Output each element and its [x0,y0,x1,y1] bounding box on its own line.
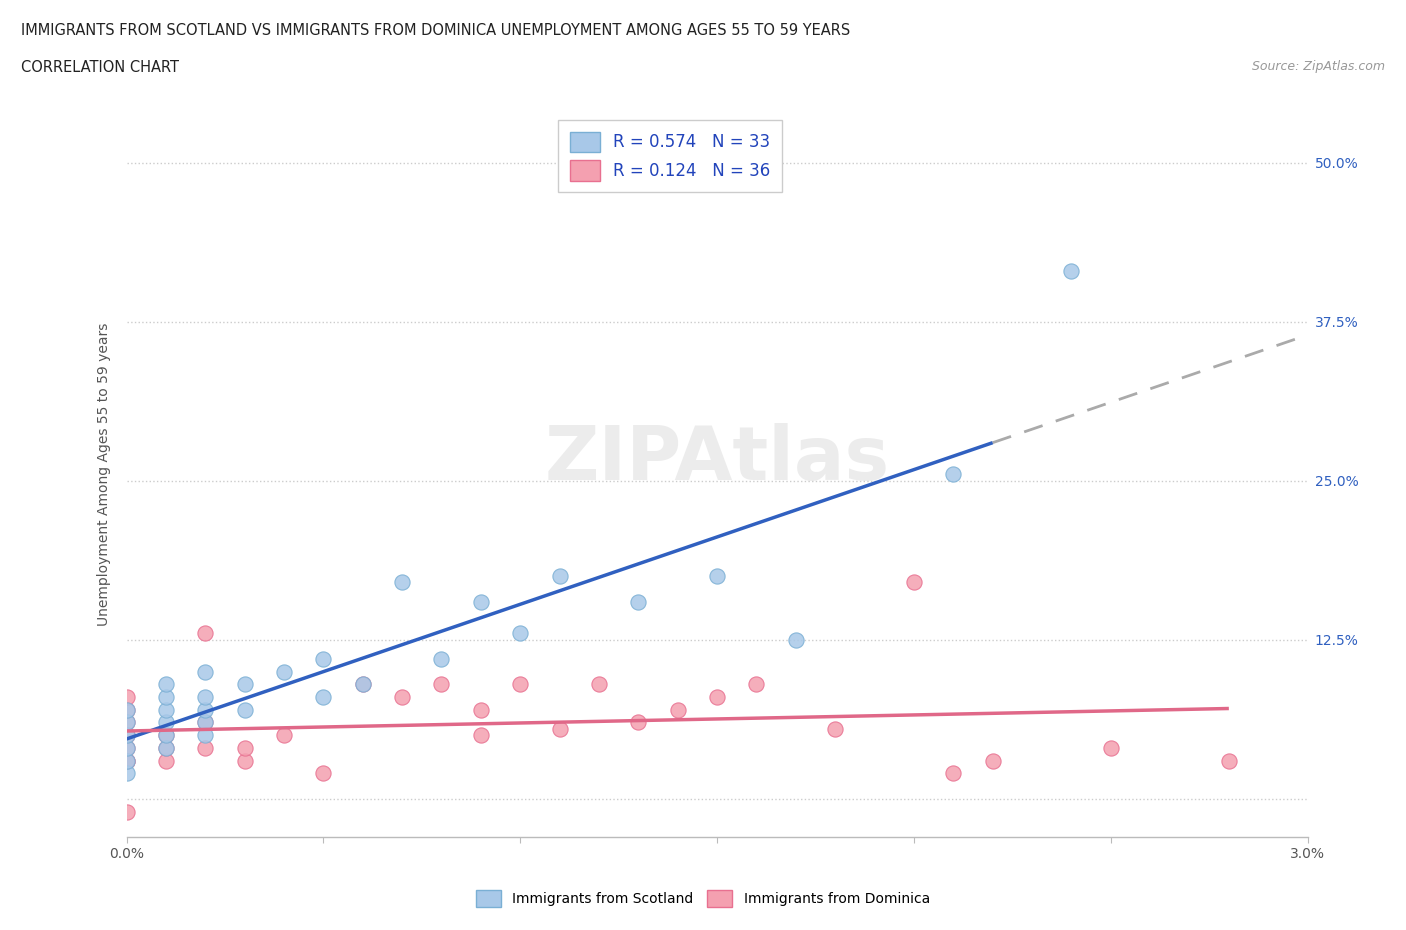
Point [470,702,492,717]
Point [115,689,138,704]
Point [509,626,531,641]
Point [391,689,413,704]
Text: ZIPAtlas: ZIPAtlas [544,423,890,497]
Point [981,753,1004,768]
Point [273,728,295,743]
Legend: Immigrants from Scotland, Immigrants from Dominica: Immigrants from Scotland, Immigrants fro… [470,883,936,914]
Point [391,575,413,590]
Point [155,740,177,755]
Point [155,728,177,743]
Legend: R = 0.574   N = 33, R = 0.124   N = 36: R = 0.574 N = 33, R = 0.124 N = 36 [558,120,782,193]
Point [745,677,768,692]
Point [785,632,807,647]
Point [155,715,177,730]
Point [1060,263,1083,278]
Point [470,594,492,609]
Point [1218,753,1240,768]
Point [115,715,138,730]
Point [115,740,138,755]
Point [942,766,965,781]
Point [115,804,138,819]
Point [115,702,138,717]
Point [194,715,217,730]
Point [312,651,335,666]
Point [273,664,295,679]
Y-axis label: Unemployment Among Ages 55 to 59 years: Unemployment Among Ages 55 to 59 years [97,323,111,626]
Point [115,702,138,717]
Point [706,689,728,704]
Point [115,766,138,781]
Point [194,689,217,704]
Text: Source: ZipAtlas.com: Source: ZipAtlas.com [1251,60,1385,73]
Point [627,715,650,730]
Point [194,740,217,755]
Point [194,715,217,730]
Point [194,664,217,679]
Point [233,677,256,692]
Point [115,753,138,768]
Point [155,728,177,743]
Point [233,702,256,717]
Point [155,677,177,692]
Point [588,677,610,692]
Point [115,715,138,730]
Point [194,728,217,743]
Point [352,677,374,692]
Point [115,753,138,768]
Point [115,740,138,755]
Point [312,689,335,704]
Point [155,740,177,755]
Text: CORRELATION CHART: CORRELATION CHART [21,60,179,75]
Point [706,568,728,583]
Point [233,753,256,768]
Text: IMMIGRANTS FROM SCOTLAND VS IMMIGRANTS FROM DOMINICA UNEMPLOYMENT AMONG AGES 55 : IMMIGRANTS FROM SCOTLAND VS IMMIGRANTS F… [21,23,851,38]
Point [548,568,571,583]
Point [155,753,177,768]
Point [115,728,138,743]
Point [430,677,453,692]
Point [194,626,217,641]
Point [824,722,846,737]
Point [1099,740,1122,755]
Point [312,766,335,781]
Point [194,702,217,717]
Point [903,575,925,590]
Point [470,728,492,743]
Point [233,740,256,755]
Point [115,728,138,743]
Point [155,689,177,704]
Point [430,651,453,666]
Point [115,753,138,768]
Point [627,594,650,609]
Point [155,702,177,717]
Point [352,677,374,692]
Point [666,702,689,717]
Point [548,722,571,737]
Point [942,467,965,482]
Point [509,677,531,692]
